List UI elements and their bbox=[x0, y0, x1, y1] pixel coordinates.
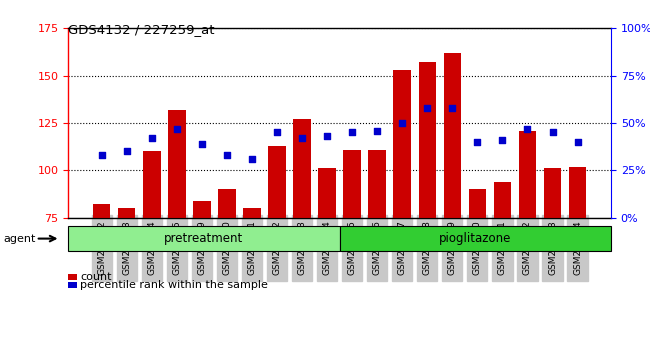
Point bbox=[222, 152, 232, 158]
Bar bbox=[93, 205, 110, 354]
Bar bbox=[569, 167, 586, 354]
Bar bbox=[493, 182, 511, 354]
Bar bbox=[243, 208, 261, 354]
Point bbox=[573, 139, 583, 145]
Point bbox=[96, 152, 107, 158]
Point bbox=[422, 105, 432, 111]
Bar bbox=[293, 119, 311, 354]
Point bbox=[547, 130, 558, 135]
Bar bbox=[443, 53, 461, 354]
Text: GDS4132 / 227259_at: GDS4132 / 227259_at bbox=[68, 23, 215, 36]
Text: pretreatment: pretreatment bbox=[164, 232, 244, 245]
Bar bbox=[469, 189, 486, 354]
Point bbox=[247, 156, 257, 162]
Point bbox=[172, 126, 182, 132]
Bar bbox=[369, 149, 386, 354]
Bar bbox=[519, 131, 536, 354]
Point bbox=[272, 130, 282, 135]
Bar bbox=[393, 70, 411, 354]
Point bbox=[197, 141, 207, 147]
Text: count: count bbox=[80, 272, 111, 282]
Bar bbox=[168, 110, 186, 354]
Point bbox=[497, 137, 508, 143]
Point bbox=[397, 120, 408, 126]
Point bbox=[447, 105, 458, 111]
Bar bbox=[218, 189, 236, 354]
Bar bbox=[268, 146, 286, 354]
Bar bbox=[318, 169, 336, 354]
Text: pioglitazone: pioglitazone bbox=[439, 232, 512, 245]
Point bbox=[122, 149, 132, 154]
Point bbox=[347, 130, 358, 135]
Point bbox=[472, 139, 482, 145]
Bar bbox=[419, 62, 436, 354]
Bar bbox=[343, 149, 361, 354]
Point bbox=[322, 133, 332, 139]
Bar bbox=[118, 208, 135, 354]
Point bbox=[522, 126, 532, 132]
Bar bbox=[143, 152, 161, 354]
Text: agent: agent bbox=[3, 234, 36, 244]
Point bbox=[372, 128, 382, 133]
Point bbox=[297, 135, 307, 141]
Text: percentile rank within the sample: percentile rank within the sample bbox=[80, 280, 268, 290]
Bar bbox=[544, 169, 562, 354]
Point bbox=[147, 135, 157, 141]
Bar bbox=[193, 201, 211, 354]
